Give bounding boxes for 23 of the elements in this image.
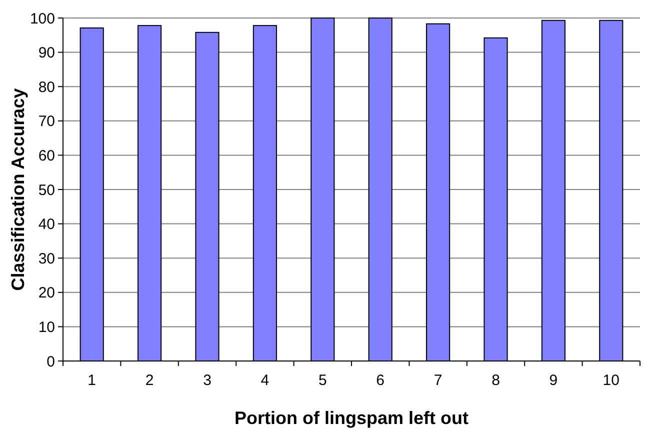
y-tick-label: 40 — [38, 216, 55, 234]
y-tick-label: 10 — [38, 318, 55, 336]
x-tick-label: 4 — [260, 372, 270, 389]
y-tick-label: 0 — [46, 353, 55, 370]
y-tick-label: 20 — [38, 284, 55, 302]
y-tick-label: 90 — [38, 44, 55, 62]
y-tick-label: 80 — [38, 78, 55, 96]
x-tick-label: 1 — [88, 372, 96, 389]
x-tick-label: 9 — [549, 372, 558, 389]
x-tick-label: 6 — [376, 372, 385, 389]
y-tick-label: 50 — [38, 182, 55, 199]
y-axis-title: Classification Accuracy — [8, 88, 28, 291]
y-tick-label: 100 — [30, 10, 55, 28]
x-tick-label: 5 — [318, 372, 327, 389]
x-tick-label: 10 — [602, 372, 620, 389]
x-tick-label: 8 — [492, 372, 500, 389]
y-tick-label: 60 — [38, 147, 55, 164]
x-axis-title: Portion of lingspam left out — [234, 408, 468, 428]
x-tick-label: 2 — [145, 372, 154, 389]
x-tick-label: 3 — [203, 372, 212, 389]
x-tick-label: 7 — [434, 372, 442, 389]
y-tick-label: 30 — [38, 250, 55, 268]
y-tick-label: 70 — [38, 113, 55, 130]
